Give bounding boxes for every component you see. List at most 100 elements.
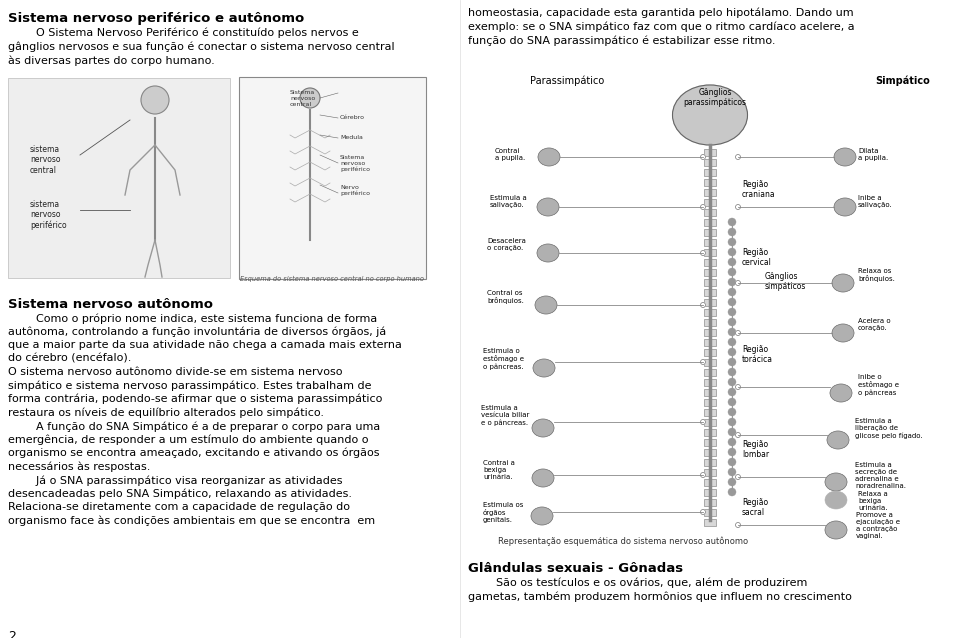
Circle shape [728,278,736,286]
Circle shape [728,288,736,296]
Text: do cérebro (encéfalo).: do cérebro (encéfalo). [8,353,132,364]
Bar [704,169,716,176]
Circle shape [701,359,706,364]
Text: Relaciona-se diretamente com a capacidade de regulação do: Relaciona-se diretamente com a capacidad… [8,502,350,512]
Ellipse shape [532,469,554,487]
Bar [704,459,716,466]
Bar [704,159,716,166]
Bar [704,379,716,386]
Text: simpático e sistema nervoso parassimpático. Estes trabalham de: simpático e sistema nervoso parassimpáti… [8,380,372,391]
Circle shape [735,385,740,390]
Ellipse shape [834,198,856,216]
Ellipse shape [827,431,849,449]
Text: Esquema do sistema nervoso central no corpo humano: Esquema do sistema nervoso central no co… [240,276,424,282]
Circle shape [728,438,736,446]
Text: gânglios nervosos​ e sua função é conectar o sistema nervoso central: gânglios nervosos​ e sua função é conect… [8,41,395,52]
Ellipse shape [533,359,555,377]
Text: Região
torácica: Região torácica [742,345,773,364]
Text: desencadeadas pelo SNA Simpático, relaxando as atividades.: desencadeadas pelo SNA Simpático, relaxa… [8,489,352,499]
Ellipse shape [531,507,553,525]
Circle shape [735,330,740,336]
Circle shape [728,448,736,456]
Circle shape [728,408,736,416]
Circle shape [728,238,736,246]
Text: Já o SNA parassimpático visa reorganizar as atividades: Já o SNA parassimpático visa reorganizar… [8,475,343,486]
Text: Como o próprio nome indica, este sistema funciona de forma: Como o próprio nome indica, este sistema… [8,313,377,323]
Bar [704,269,716,276]
Text: Contrai os
brônquios.: Contrai os brônquios. [487,290,524,304]
Text: 2: 2 [8,630,16,638]
Circle shape [701,510,706,514]
Bar [704,299,716,306]
Circle shape [728,228,736,236]
Bar [704,409,716,416]
Ellipse shape [832,274,854,292]
Text: Cérebro: Cérebro [340,115,365,120]
Text: Estimula os
órgãos
genitais.: Estimula os órgãos genitais. [483,502,523,523]
Bar [704,389,716,396]
Circle shape [728,428,736,436]
Bar [704,179,716,186]
Circle shape [735,523,740,528]
Circle shape [728,418,736,426]
Bar [704,489,716,496]
Text: Nervo
periférico: Nervo periférico [340,185,370,197]
Bar [704,229,716,236]
Text: organismo se encontra ameaçado, excitando e ativando os órgãos: organismo se encontra ameaçado, excitand… [8,448,379,459]
Bar [704,259,716,266]
Ellipse shape [834,148,856,166]
Bar [704,289,716,296]
Bar [704,449,716,456]
Circle shape [728,268,736,276]
Text: São os testículos e os ovários, que, além de produzirem: São os testículos e os ovários, que, alé… [468,578,807,588]
Circle shape [735,433,740,438]
Bar [704,469,716,476]
Text: Promove a
ejaculação e
a contração
vaginal.: Promove a ejaculação e a contração vagin… [856,512,900,539]
Bar [704,399,716,406]
Circle shape [728,478,736,486]
Text: Estimula a
secreção de
adrenalina e
noradrenalina.: Estimula a secreção de adrenalina e nora… [855,462,906,489]
Text: Estimula a
salivação.: Estimula a salivação. [490,195,527,208]
Bar [704,369,716,376]
Circle shape [735,205,740,209]
Circle shape [728,368,736,376]
Text: Desacelera
o coração.: Desacelera o coração. [487,238,526,251]
Circle shape [728,468,736,476]
Text: Região
sacral: Região sacral [742,498,768,517]
Text: homeostasia, capacidade esta garantida pelo hipotálamo. Dando um: homeostasia, capacidade esta garantida p… [468,8,853,19]
Ellipse shape [825,473,847,491]
Bar [704,339,716,346]
Text: organismo face às condições ambientais em que se encontra  em: organismo face às condições ambientais e… [8,516,375,526]
Circle shape [701,251,706,255]
Text: Contrai
a pupila.: Contrai a pupila. [495,148,525,161]
Bar [704,329,716,336]
Text: restaura os níveis de equilíbrio alterados pelo simpático.: restaura os níveis de equilíbrio alterad… [8,408,324,418]
Bar [704,479,716,486]
Bar [704,209,716,216]
Text: Região
lombar: Região lombar [742,440,769,459]
Circle shape [701,154,706,160]
Circle shape [728,258,736,266]
Ellipse shape [832,324,854,342]
Text: Gânglios
parassimpáticos: Gânglios parassimpáticos [684,88,747,107]
Ellipse shape [537,198,559,216]
Bar [704,239,716,246]
Text: Contrai a
bexiga
urinária.: Contrai a bexiga urinária. [483,460,515,480]
Ellipse shape [535,296,557,314]
Ellipse shape [825,521,847,539]
Circle shape [728,248,736,256]
Text: Dilata
a pupila.: Dilata a pupila. [858,148,888,161]
Ellipse shape [673,85,748,145]
Text: Parassimpático: Parassimpático [530,75,604,85]
Circle shape [728,218,736,226]
Text: sistema
nervoso
central: sistema nervoso central [30,145,60,175]
Text: necessários às respostas.: necessários às respostas. [8,461,151,472]
Text: emergência, de responder a um estímulo do ambiente quando o: emergência, de responder a um estímulo d… [8,434,369,445]
Ellipse shape [538,148,560,166]
Text: Glândulas sexuais - Gônadas: Glândulas sexuais - Gônadas [468,562,684,575]
Text: A função do SNA Simpático é a de preparar o corpo para uma: A função do SNA Simpático é a de prepara… [8,421,380,431]
Text: Representação esquemática do sistema nervoso autônomo: Representação esquemática do sistema ner… [498,537,748,547]
Text: Sistema nervoso autônomo: Sistema nervoso autônomo [8,298,213,311]
Ellipse shape [532,419,554,437]
Bar [704,519,716,526]
